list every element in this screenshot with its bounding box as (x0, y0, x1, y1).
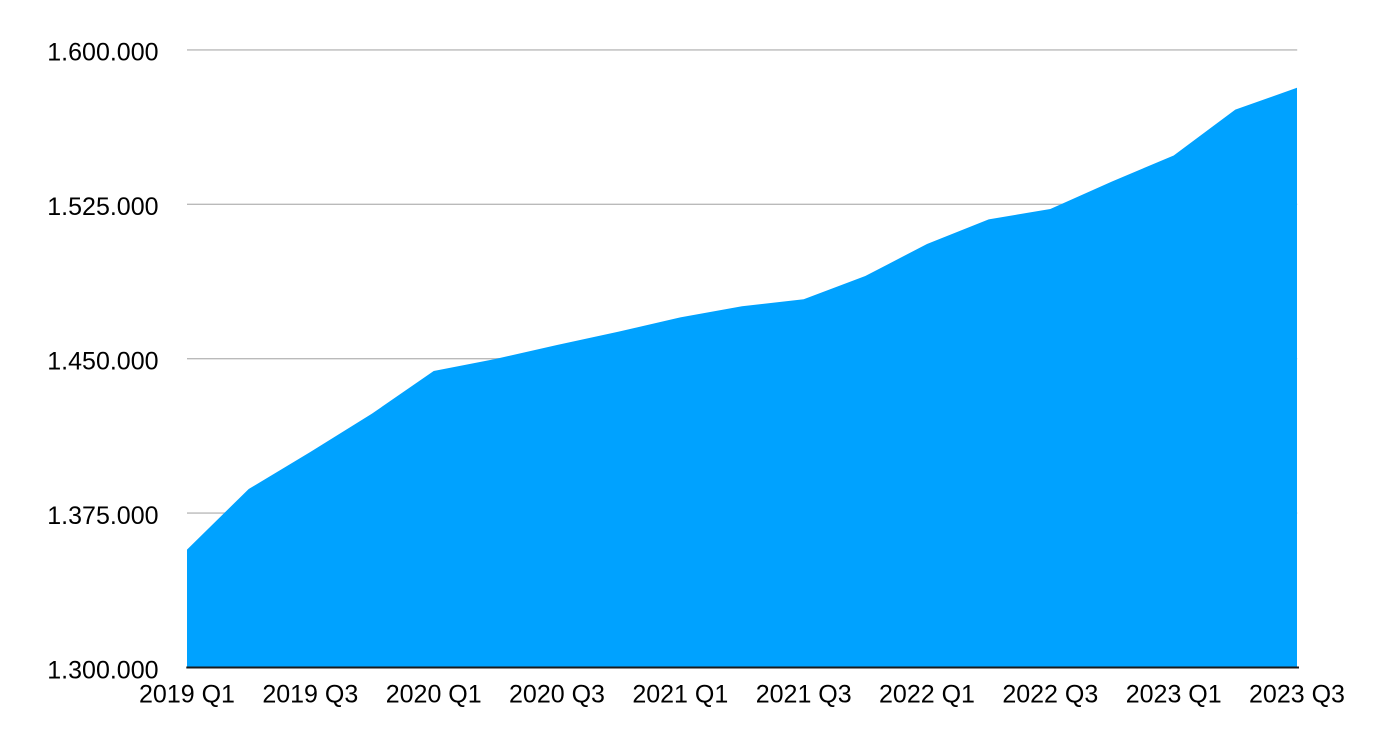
svg-text:1.600.000: 1.600.000 (47, 38, 158, 66)
svg-text:2019 Q3: 2019 Q3 (262, 680, 358, 708)
svg-text:2022 Q1: 2022 Q1 (879, 680, 975, 708)
svg-text:1.375.000: 1.375.000 (47, 502, 158, 530)
svg-text:2020 Q3: 2020 Q3 (509, 680, 605, 708)
svg-text:2022 Q3: 2022 Q3 (1002, 680, 1098, 708)
svg-text:2023 Q3: 2023 Q3 (1249, 680, 1345, 708)
svg-text:1.525.000: 1.525.000 (47, 193, 158, 221)
svg-text:2021 Q3: 2021 Q3 (756, 680, 852, 708)
svg-text:1.450.000: 1.450.000 (47, 347, 158, 375)
svg-text:2023 Q1: 2023 Q1 (1126, 680, 1222, 708)
svg-text:2021 Q1: 2021 Q1 (632, 680, 728, 708)
svg-text:2020 Q1: 2020 Q1 (386, 680, 482, 708)
svg-text:2019 Q1: 2019 Q1 (139, 680, 235, 708)
svg-text:1.300.000: 1.300.000 (47, 656, 158, 684)
